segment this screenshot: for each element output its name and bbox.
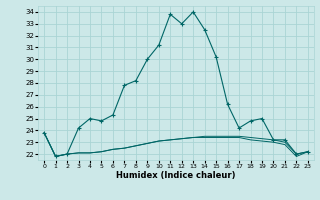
X-axis label: Humidex (Indice chaleur): Humidex (Indice chaleur) <box>116 171 236 180</box>
